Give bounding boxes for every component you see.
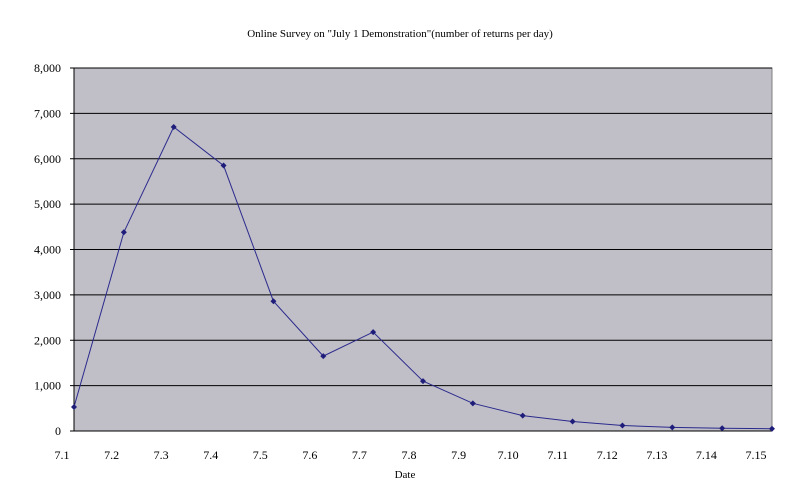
data-point — [370, 329, 377, 336]
x-tick-label: 7.3 — [154, 448, 169, 462]
data-point — [719, 425, 726, 432]
x-tick-label: 7.12 — [597, 448, 618, 462]
x-tick-label: 7.4 — [203, 448, 218, 462]
data-point — [420, 378, 426, 385]
x-tick-label: 7.13 — [646, 448, 667, 462]
gridlines — [74, 67, 772, 387]
data-point — [569, 418, 576, 425]
data-point — [320, 353, 327, 360]
y-tick-label: 6,000 — [34, 152, 61, 166]
x-tick-label: 7.2 — [104, 448, 119, 462]
x-tick-label: 7.11 — [547, 448, 568, 462]
data-point — [220, 162, 227, 169]
data-point — [519, 412, 526, 419]
x-axis-ticks: 7.1 7.2 7.3 7.4 7.5 7.6 7.7 7.8 7.9 7.10 7.11 7.12 7… — [55, 448, 767, 462]
y-tick-label: 5,000 — [34, 197, 61, 211]
y-tick-label: 1,000 — [34, 379, 61, 393]
data-point — [120, 229, 127, 236]
chart-title: Online Survey on "July 1 Demonstration"(… — [247, 28, 553, 40]
y-tick-label: 4,000 — [34, 243, 61, 257]
x-axis-title: Date — [395, 469, 416, 481]
data-point — [769, 425, 775, 432]
x-tick-label: 7.15 — [746, 448, 767, 462]
y-tick-label: 2,000 — [34, 333, 61, 347]
x-tick-label: 7.14 — [696, 448, 717, 462]
data-point — [170, 123, 177, 130]
x-tick-label: 7.1 — [55, 448, 70, 462]
x-tick-label: 7.8 — [402, 448, 417, 462]
data-point — [71, 403, 77, 410]
x-tick-label: 7.5 — [253, 448, 268, 462]
series-layer — [71, 123, 775, 432]
x-tick-label: 7.9 — [451, 448, 466, 462]
data-point — [619, 422, 626, 429]
y-tick-label: 8,000 — [34, 61, 61, 75]
x-tick-label: 7.6 — [302, 448, 317, 462]
x-tick-label: 7.7 — [352, 448, 367, 462]
y-tick-label: 0 — [55, 424, 61, 438]
data-point — [270, 298, 277, 305]
y-tick-label: 7,000 — [34, 106, 61, 120]
data-point — [469, 400, 476, 407]
y-tick-label: 3,000 — [34, 288, 61, 302]
y-axis-ticks: 0 1,000 2,000 3,000 4,000 5,000 6,000 7,000 8,00… — [34, 61, 772, 438]
data-point — [669, 424, 676, 431]
x-tick-label: 7.10 — [498, 448, 519, 462]
